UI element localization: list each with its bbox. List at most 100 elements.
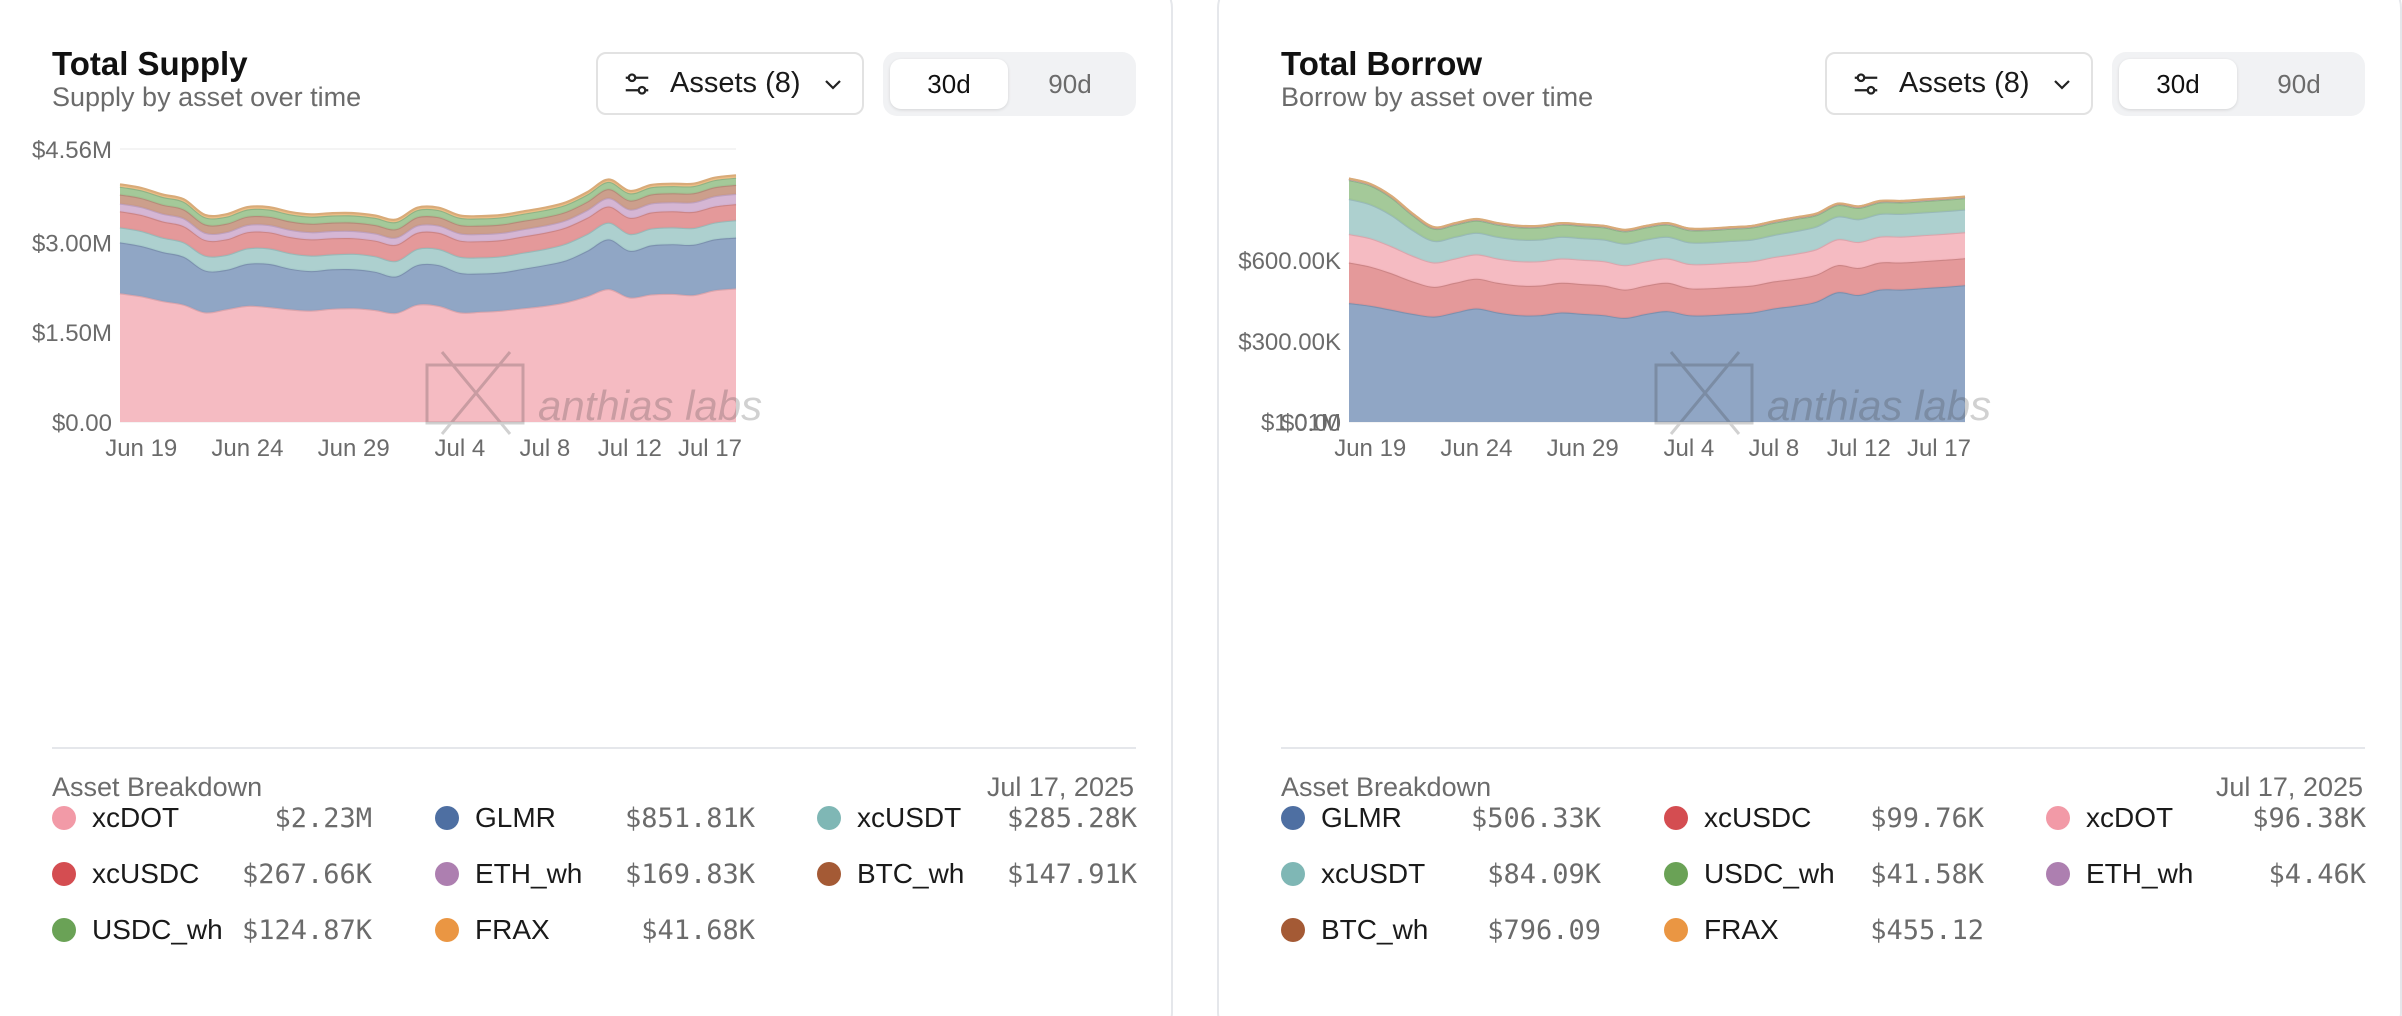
area-xcDOT[interactable]	[1349, 232, 1965, 290]
area-xcDOT[interactable]	[120, 288, 736, 423]
assets-filter-label: Assets (8)	[670, 67, 801, 99]
legend-dot	[1664, 806, 1688, 830]
legend-asset-value: $41.58K	[1870, 858, 1984, 890]
area-ETH_wh[interactable]	[120, 193, 736, 246]
legend-dot	[1281, 862, 1305, 886]
assets-filter-button[interactable]: Assets (8)	[1825, 52, 2093, 115]
chevron-down-icon	[824, 79, 841, 90]
card-subtitle: Supply by asset over time	[52, 82, 362, 112]
watermark-logo-cross	[440, 351, 512, 435]
legend-item: USDC_wh $41.58K	[1664, 854, 1984, 894]
legend-item: xcUSDC $267.66K	[52, 854, 372, 894]
watermark: anthias labs	[1654, 351, 1991, 435]
legend-item: FRAX $41.68K	[435, 910, 755, 950]
range-90d-button[interactable]: 90d	[2277, 68, 2321, 99]
range-30d-button[interactable]: 30d	[890, 59, 1008, 109]
legend-dot	[2046, 806, 2070, 830]
breakdown-date: Jul 17, 2025	[986, 772, 1134, 802]
legend-asset-name: BTC_wh	[857, 858, 965, 889]
legend-item: xcUSDT $84.09K	[1281, 854, 1601, 894]
area-xcUSDT[interactable]	[1349, 199, 1965, 266]
x-tick-label: Jul 8	[519, 435, 570, 462]
legend-dot	[1281, 806, 1305, 830]
legend-asset-name: xcUSDT	[857, 802, 962, 833]
assets-filter-button[interactable]: Assets (8)	[596, 52, 864, 115]
watermark-logo	[1654, 363, 1754, 425]
area-GLMR[interactable]	[1349, 285, 1965, 422]
x-tick-label: Jun 29	[318, 435, 390, 462]
legend-asset-value: $124.87K	[241, 914, 372, 946]
area-GLMR[interactable]	[120, 237, 736, 314]
area-USDC_wh[interactable]	[1349, 180, 1965, 244]
legend-asset-value: $285.28K	[1006, 802, 1137, 834]
legend-asset-name: USDC_wh	[1704, 858, 1835, 889]
watermark: anthias labs	[425, 351, 762, 435]
y-tick-label: $600.00K	[1238, 248, 1341, 275]
chevron-down-icon	[2053, 79, 2070, 90]
legend-asset-name: GLMR	[1321, 802, 1402, 833]
legend-item: xcDOT $2.23M	[52, 798, 372, 838]
range-90d-button[interactable]: 90d	[1048, 68, 1092, 99]
y-tick-label: $3.00M	[32, 230, 112, 257]
legend-asset-value: $147.91K	[1006, 858, 1137, 890]
legend-asset-name: xcDOT	[2086, 802, 2174, 833]
x-tick-label: Jun 24	[211, 435, 283, 462]
legend-asset-value: $169.83K	[624, 858, 755, 890]
legend-asset-name: GLMR	[475, 802, 556, 833]
area-BTC_wh[interactable]	[120, 184, 736, 238]
x-tick-label: Jul 17	[1907, 435, 1971, 462]
legend-item: ETH_wh $169.83K	[435, 854, 755, 894]
legend-dot	[435, 918, 459, 942]
total-supply-card: Total Supply Supply by asset over time A…	[0, 0, 1173, 1016]
range-toggle: 30d 90d	[883, 52, 1136, 116]
legend-asset-name: BTC_wh	[1321, 914, 1429, 945]
area-USDC_wh[interactable]	[120, 177, 736, 230]
legend-asset-value: $267.66K	[241, 858, 372, 890]
watermark-logo-cross	[1669, 351, 1741, 435]
legend-dot	[52, 862, 76, 886]
legend-asset-name: ETH_wh	[2086, 858, 2194, 889]
legend-dot	[817, 806, 841, 830]
legend-item: ETH_wh $4.46K	[2046, 854, 2366, 894]
legend-asset-value: $99.76K	[1870, 802, 1984, 834]
y-tick-label: $0.00	[52, 410, 112, 437]
range-30d-button[interactable]: 30d	[2119, 59, 2237, 109]
watermark-text: anthias labs	[538, 382, 762, 429]
x-tick-label: Jul 8	[1748, 435, 1799, 462]
legend-item: xcUSDC $99.76K	[1664, 798, 1984, 838]
legend-asset-name: xcUSDC	[1704, 802, 1812, 833]
x-tick-label: Jun 19	[1334, 435, 1406, 462]
y-tick-label: $300.00K	[1238, 329, 1341, 356]
x-tick-label: Jul 4	[1664, 435, 1715, 462]
legend-asset-name: xcDOT	[92, 802, 180, 833]
legend-asset-name: ETH_wh	[475, 858, 583, 889]
card-title: Total Supply	[52, 45, 248, 82]
legend-dot	[1281, 918, 1305, 942]
x-tick-label: Jul 17	[678, 435, 742, 462]
area-line-FRAX	[119, 174, 737, 221]
x-tick-label: Jun 19	[105, 435, 177, 462]
divider	[1281, 747, 2365, 749]
legend-asset-value: $506.33K	[1470, 802, 1601, 834]
legend-asset-value: $2.23M	[274, 802, 372, 834]
x-tick-label: Jul 12	[598, 435, 662, 462]
x-tick-label: Jul 4	[435, 435, 486, 462]
legend-asset-value: $4.46K	[2268, 858, 2366, 890]
sliders-icon	[625, 72, 649, 95]
total-borrow-card: Total Borrow Borrow by asset over time A…	[1217, 0, 2402, 1016]
range-toggle: 30d 90d	[2112, 52, 2365, 116]
area-line-FRAX	[1348, 177, 1966, 231]
legend-asset-name: FRAX	[1704, 914, 1779, 945]
legend-dot	[1664, 862, 1688, 886]
legend-asset-name: xcUSDT	[1321, 858, 1426, 889]
sliders-icon	[1854, 72, 1878, 95]
card-subtitle: Borrow by asset over time	[1281, 82, 1594, 112]
y-tick-label: $0.00	[1281, 410, 1341, 437]
breakdown-title: Asset Breakdown	[52, 772, 263, 802]
area-xcUSDC[interactable]	[1349, 258, 1965, 318]
x-tick-label: Jun 24	[1440, 435, 1512, 462]
legend-dot	[435, 806, 459, 830]
breakdown-title: Asset Breakdown	[1281, 772, 1492, 802]
legend-dot	[52, 806, 76, 830]
